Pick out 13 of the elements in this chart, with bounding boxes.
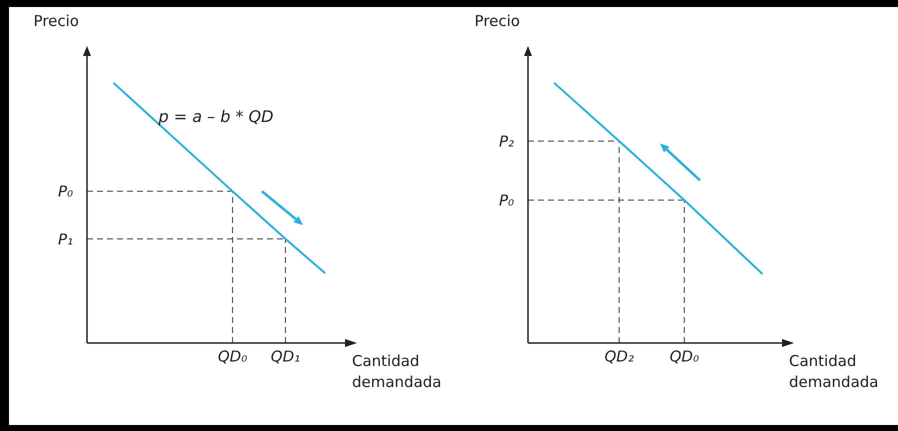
- x-tick-label: QD₂: [604, 348, 634, 366]
- x-tick-label: QD₀: [670, 348, 699, 366]
- ref-line-label: P₀: [58, 182, 73, 201]
- annotation: p = a – b * QD: [158, 106, 274, 126]
- x-axis-title: Cantidad demandada: [789, 351, 880, 393]
- y-axis-title: Precio: [474, 12, 520, 30]
- ref-line-label: P₂: [498, 132, 514, 150]
- x-axis-title: Cantidad demandada: [352, 351, 442, 393]
- x-tick-label: QD₀: [218, 348, 248, 366]
- ref-line-label: P₁: [58, 230, 73, 248]
- x-tick-label: QD₁: [270, 348, 300, 366]
- ref-line-label: P₀: [498, 191, 514, 210]
- y-axis-title: Precio: [32, 12, 79, 30]
